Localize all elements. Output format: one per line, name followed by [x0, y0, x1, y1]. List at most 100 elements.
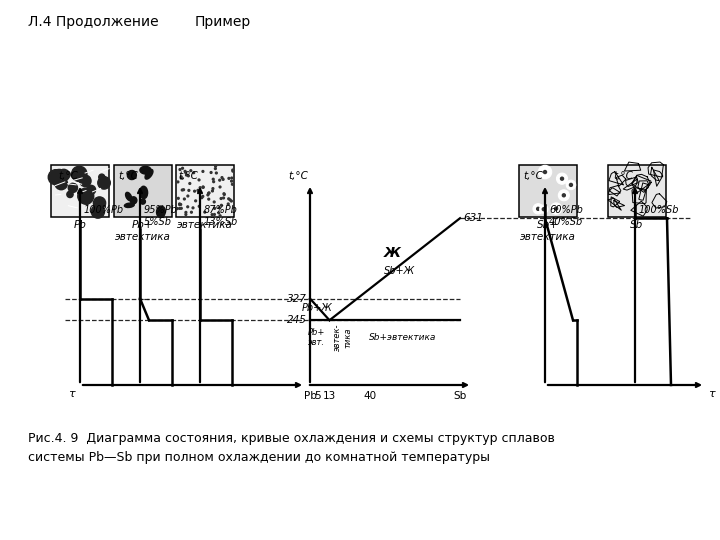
- Circle shape: [191, 211, 192, 213]
- Circle shape: [63, 171, 71, 178]
- Circle shape: [562, 194, 565, 197]
- Circle shape: [181, 167, 184, 169]
- Circle shape: [194, 200, 197, 202]
- Text: 5%Sb: 5%Sb: [144, 217, 172, 227]
- Ellipse shape: [145, 170, 153, 179]
- Circle shape: [189, 183, 191, 184]
- Circle shape: [181, 207, 182, 209]
- Circle shape: [80, 193, 90, 203]
- Text: Pb+
эвтектика: Pb+ эвтектика: [115, 220, 171, 242]
- Circle shape: [91, 205, 104, 218]
- Bar: [51, 165, 109, 217]
- Text: 100%Pb: 100%Pb: [84, 205, 124, 215]
- Circle shape: [199, 187, 201, 188]
- Circle shape: [184, 198, 185, 200]
- Circle shape: [558, 190, 570, 201]
- Ellipse shape: [156, 206, 166, 218]
- Circle shape: [220, 204, 222, 206]
- Bar: [608, 165, 666, 217]
- Circle shape: [179, 168, 181, 171]
- Circle shape: [86, 192, 93, 200]
- Circle shape: [204, 211, 206, 213]
- Circle shape: [539, 165, 552, 179]
- Circle shape: [536, 207, 540, 211]
- Circle shape: [212, 188, 214, 190]
- Text: Pb: Pb: [304, 391, 316, 401]
- Ellipse shape: [127, 171, 136, 180]
- Circle shape: [544, 171, 546, 173]
- Circle shape: [231, 177, 233, 179]
- Circle shape: [533, 204, 544, 214]
- Text: t,°C: t,°C: [118, 171, 138, 181]
- Circle shape: [179, 207, 181, 210]
- Circle shape: [185, 172, 186, 173]
- Circle shape: [187, 195, 189, 197]
- Circle shape: [197, 190, 199, 191]
- Circle shape: [53, 170, 66, 183]
- Circle shape: [212, 190, 213, 192]
- Text: Л.4 Продолжение: Л.4 Продолжение: [28, 15, 158, 29]
- Circle shape: [210, 172, 212, 173]
- Text: 5: 5: [314, 391, 321, 401]
- Circle shape: [557, 173, 567, 184]
- Text: Pb: Pb: [73, 220, 86, 230]
- Text: Sb+
эвтектика: Sb+ эвтектика: [520, 220, 576, 242]
- Ellipse shape: [140, 186, 148, 199]
- Text: 13%Sb: 13%Sb: [204, 217, 238, 227]
- Text: t,°C: t,°C: [58, 171, 78, 181]
- Circle shape: [551, 203, 562, 214]
- Circle shape: [223, 193, 225, 194]
- Circle shape: [228, 203, 229, 205]
- Circle shape: [540, 205, 548, 213]
- Circle shape: [214, 213, 215, 215]
- Bar: [176, 165, 234, 217]
- Ellipse shape: [140, 166, 151, 174]
- Circle shape: [218, 207, 220, 208]
- Circle shape: [208, 192, 210, 194]
- Circle shape: [198, 179, 200, 181]
- Circle shape: [207, 192, 210, 194]
- Circle shape: [554, 207, 557, 210]
- Circle shape: [219, 179, 220, 181]
- Circle shape: [229, 199, 231, 201]
- Circle shape: [192, 207, 194, 209]
- Circle shape: [80, 175, 91, 187]
- Circle shape: [214, 207, 215, 210]
- Circle shape: [220, 198, 222, 199]
- Text: эвтектика: эвтектика: [177, 220, 233, 230]
- Circle shape: [230, 200, 233, 202]
- Circle shape: [58, 170, 70, 181]
- Circle shape: [67, 191, 73, 198]
- Circle shape: [84, 198, 90, 204]
- Circle shape: [78, 188, 94, 204]
- Circle shape: [207, 194, 209, 196]
- Circle shape: [201, 197, 202, 199]
- Ellipse shape: [125, 203, 134, 207]
- Circle shape: [211, 214, 213, 215]
- Text: 631: 631: [463, 213, 483, 223]
- Text: t,°C: t,°C: [523, 171, 543, 181]
- Circle shape: [190, 170, 192, 172]
- Text: τ: τ: [68, 389, 75, 399]
- Ellipse shape: [140, 199, 145, 204]
- Circle shape: [186, 206, 189, 208]
- Circle shape: [542, 208, 545, 211]
- Circle shape: [184, 171, 186, 172]
- Bar: [519, 165, 577, 217]
- Ellipse shape: [130, 197, 137, 204]
- Circle shape: [180, 204, 181, 205]
- Text: Sb+Ж: Sb+Ж: [384, 266, 415, 276]
- Circle shape: [199, 190, 200, 192]
- Text: 95%Pb: 95%Pb: [144, 205, 178, 215]
- Text: 100%Sb: 100%Sb: [639, 205, 680, 215]
- Circle shape: [194, 190, 195, 192]
- Circle shape: [183, 189, 184, 191]
- Text: τ: τ: [708, 389, 715, 399]
- Circle shape: [221, 177, 223, 179]
- Circle shape: [202, 186, 204, 188]
- Circle shape: [188, 190, 190, 191]
- Circle shape: [99, 174, 105, 180]
- Circle shape: [561, 177, 564, 180]
- Circle shape: [177, 181, 179, 183]
- Circle shape: [228, 198, 230, 200]
